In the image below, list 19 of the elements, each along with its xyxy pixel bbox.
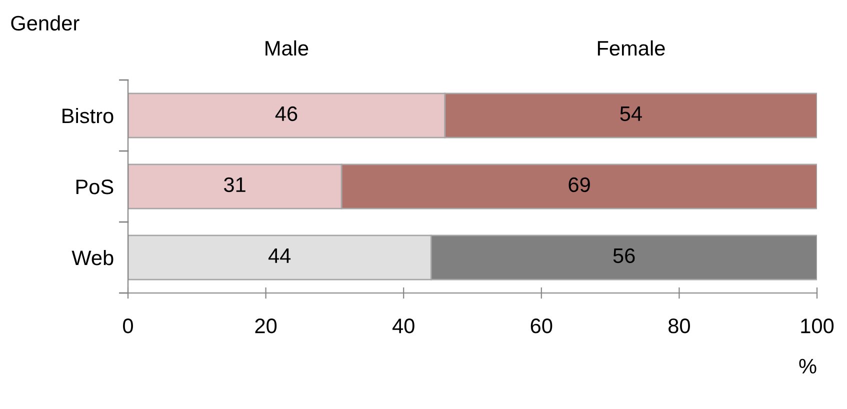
data-label: 56 xyxy=(613,248,635,264)
x-tick-label: 0 xyxy=(123,318,133,334)
data-label: 31 xyxy=(224,177,246,192)
x-tick-label: 60 xyxy=(530,318,552,334)
x-tick-label: 40 xyxy=(392,318,414,334)
x-tick-label: 20 xyxy=(255,318,277,334)
series-label: Female xyxy=(598,40,665,56)
y-tick-label: Web xyxy=(72,250,114,266)
data-label: 69 xyxy=(568,177,590,192)
data-label: 54 xyxy=(620,106,642,122)
data-label: 46 xyxy=(275,106,298,122)
x-axis-title: % xyxy=(799,358,816,374)
y-tick-label: Bistro xyxy=(62,108,114,124)
x-tick-label: 80 xyxy=(668,318,690,334)
series-label: Male xyxy=(266,40,308,56)
legend-title: Gender xyxy=(11,15,80,31)
data-label: 44 xyxy=(268,248,291,263)
x-tick-label: 100 xyxy=(801,318,834,334)
y-tick-label: PoS xyxy=(76,180,114,194)
